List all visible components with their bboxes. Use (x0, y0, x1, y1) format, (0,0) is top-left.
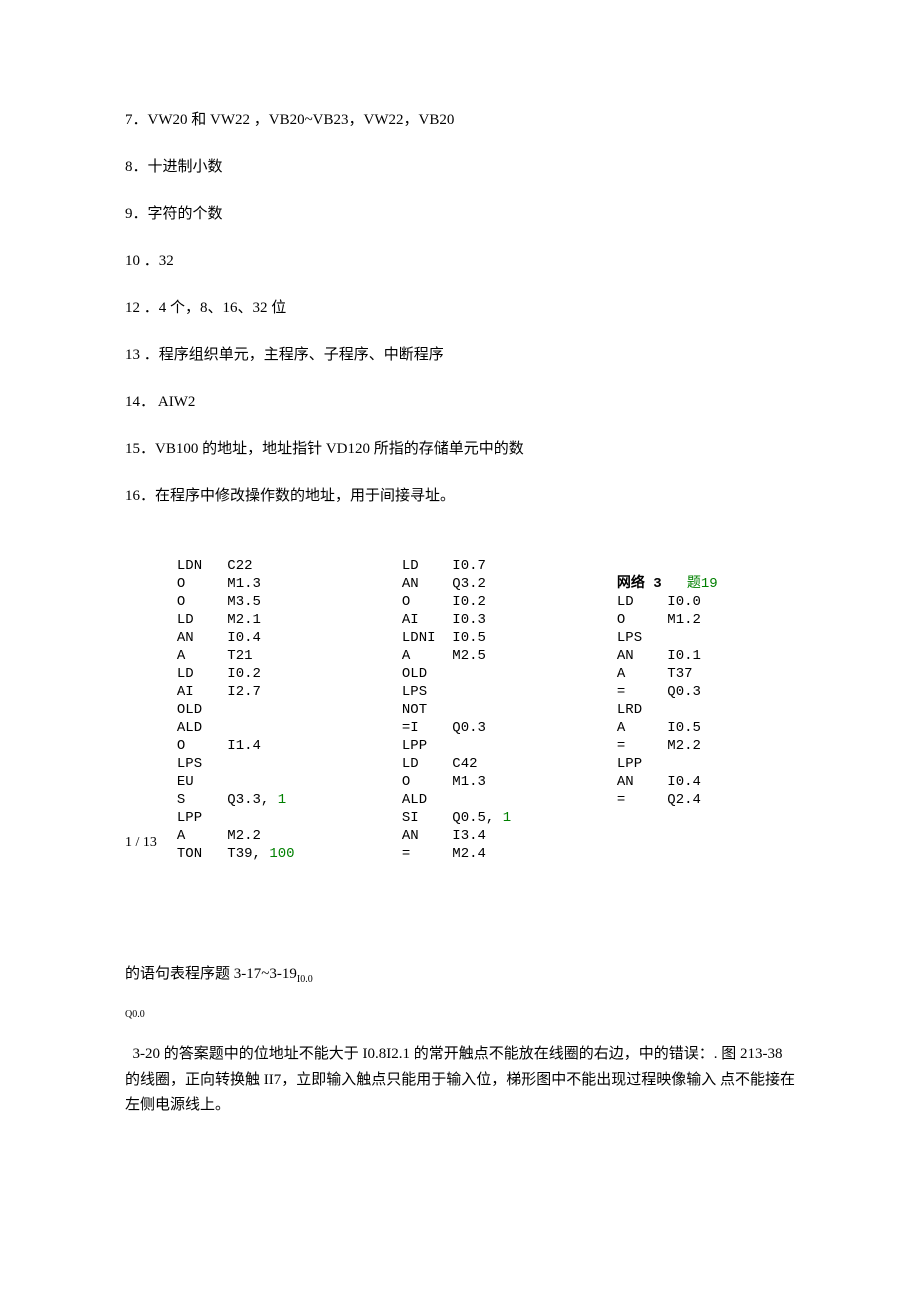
answer-9: 9．字符的个数 (125, 204, 795, 225)
network-label: 网络 3 (617, 576, 662, 592)
code-col1-main: LDN C22 O M1.3 O M3.5 LD M2.1 AN I0.4 A … (177, 558, 278, 808)
question-label: 题19 (662, 576, 718, 592)
code-col1-green-2: 100 (269, 846, 294, 862)
page-number: 1 / 13 (125, 557, 177, 851)
post-text-1a: 的语句表程序题 3-17~3-19 (125, 966, 297, 982)
code-column-2: LD I0.7 AN Q3.2 O I0.2 AI I0.3 LDNI I0.5… (402, 557, 617, 863)
answer-14: 14． AIW2 (125, 392, 795, 413)
code-col1-green-1: 1 (278, 792, 286, 808)
code-column-1: LDN C22 O M1.3 O M3.5 LD M2.1 AN I0.4 A … (177, 557, 402, 863)
answer-13: 13 ．程序组织单元，主程序、子程序、中断程序 (125, 345, 795, 366)
answer-7: 7．VW20 和 VW22 ，VB20~VB23，VW22，VB20 (125, 110, 795, 131)
error-paragraph: 3-20 的答案题中的位地址不能大于 I0.8I2.1 的常开触点不能放在线圈的… (125, 1042, 795, 1119)
answer-10: 10 ．32 (125, 251, 795, 272)
answer-15: 15．VB100 的地址，地址指针 VD120 所指的存储单元中的数 (125, 439, 795, 460)
code-col2-main: LD I0.7 AN Q3.2 O I0.2 AI I0.3 LDNI I0.5… (402, 558, 503, 826)
answer-12: 12 ．4 个，8、16、32 位 (125, 298, 795, 319)
code-col3-body: LD I0.0 O M1.2 LPS AN I0.1 A T37 = Q0.3 … (617, 594, 701, 808)
answer-8: 8．十进制小数 (125, 157, 795, 178)
code-column-3: 网络 3 题19 LD I0.0 O M1.2 LPS AN I0.1 A T3… (617, 557, 767, 809)
post-text-2: Q0.0 (125, 1009, 795, 1020)
answer-16: 16．在程序中修改操作数的地址，用于间接寻址。 (125, 486, 795, 507)
code-block: 1 / 13 LDN C22 O M1.3 O M3.5 LD M2.1 AN … (125, 557, 795, 863)
code-col2-end: AN I3.4 = M2.4 (402, 828, 486, 862)
post-text-1: 的语句表程序题 3-17~3-19I0.0 (125, 963, 795, 987)
code-col2-green-1: 1 (503, 810, 511, 826)
post-text-1b: I0.0 (297, 974, 313, 985)
code-col1-mid: LPP A M2.2 TON T39, (177, 810, 269, 862)
